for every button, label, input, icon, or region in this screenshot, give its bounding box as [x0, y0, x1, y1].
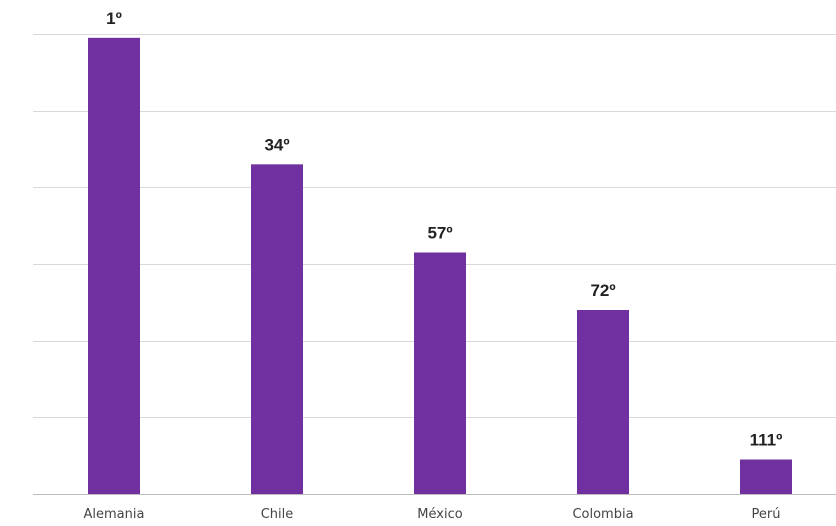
- bar-value-label: 111º: [750, 431, 783, 450]
- bar-value-label: 72º: [590, 281, 615, 300]
- bar-alemania: [88, 37, 140, 494]
- bar-value-labels: 1º 34º 57º 72º 111º: [106, 9, 782, 450]
- x-tick-label: México: [417, 507, 462, 522]
- x-axis-tick-labels: Alemania Chile México Colombia Perú: [84, 507, 781, 522]
- bar-value-label: 34º: [264, 135, 289, 154]
- bar-perú: [740, 459, 792, 494]
- bar-value-label: 1º: [106, 9, 122, 28]
- bars: [88, 37, 792, 495]
- x-tick-label: Alemania: [84, 507, 145, 522]
- bar-chile: [251, 164, 303, 495]
- x-tick-label: Perú: [752, 507, 781, 522]
- x-tick-label: Colombia: [572, 507, 633, 522]
- bar-colombia: [577, 310, 629, 494]
- bar-value-label: 57º: [427, 224, 452, 243]
- bar-méxico: [414, 252, 466, 494]
- x-tick-label: Chile: [261, 507, 294, 522]
